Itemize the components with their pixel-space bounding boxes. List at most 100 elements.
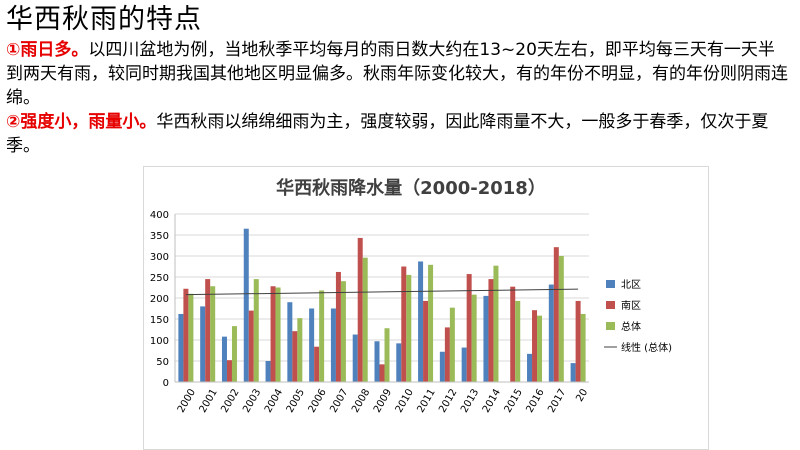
bar [309, 308, 315, 382]
bar [396, 343, 402, 382]
y-tick-label: 50 [156, 357, 169, 368]
bar [488, 279, 494, 382]
bar [362, 257, 368, 382]
bar [449, 307, 455, 382]
x-tick-label: 2006 [307, 387, 329, 415]
x-tick-label: 2004 [263, 387, 285, 415]
x-tick-label: 2011 [415, 387, 437, 415]
trendline [185, 288, 579, 296]
bar [510, 286, 516, 382]
axes: 0 50 100 150 200 250 300 350 400 2000 2001 2002 2003… [150, 210, 590, 415]
bar [537, 315, 543, 382]
bar [270, 286, 276, 382]
bar [483, 295, 489, 382]
x-tick-label: 2008 [350, 387, 372, 415]
x-tick-label: 2000 [176, 387, 198, 415]
bar [406, 274, 412, 382]
bar [243, 228, 249, 382]
y-tick-label: 300 [150, 252, 169, 263]
bar [401, 266, 407, 382]
slide-title: 华西秋雨的特点 [6, 4, 202, 35]
legend-swatch [606, 322, 615, 330]
bar [297, 318, 303, 382]
point-2-heading: ②强度小，雨量小。 [6, 112, 157, 132]
bar [335, 271, 341, 382]
x-tick-label: 2015 [503, 387, 525, 415]
x-tick-label: 2016 [524, 387, 546, 415]
bar [532, 310, 538, 382]
bar [580, 313, 586, 382]
bar [330, 308, 336, 382]
y-tick-label: 0 [163, 378, 169, 389]
y-tick-label: 200 [150, 294, 169, 305]
bar [340, 281, 346, 382]
bar [558, 256, 564, 382]
bar [493, 265, 499, 382]
legend-swatch [606, 280, 615, 288]
point-1-heading: ①雨日多。 [6, 40, 89, 60]
chart-title: 华西秋雨降水量（2000-2018） [276, 177, 546, 199]
bar [183, 288, 189, 382]
legend-swatch [606, 301, 615, 309]
y-tick-label: 150 [150, 315, 169, 326]
bar [461, 347, 467, 382]
bar [570, 363, 576, 382]
x-tick-label: 2014 [481, 387, 503, 415]
bar [265, 361, 271, 382]
bar [439, 351, 445, 382]
bar [553, 247, 559, 382]
point-2-paragraph: ②强度小，雨量小。华西秋雨以绵绵细雨为主，强度较弱，因此降雨量不大，一般多于春季… [6, 110, 790, 158]
x-tick-label: 2010 [394, 387, 416, 415]
x-tick-label: 2009 [372, 387, 394, 415]
legend-label: 北区 [621, 279, 641, 291]
bar [515, 300, 521, 382]
x-tick-label: 20 [574, 387, 590, 404]
bar [357, 237, 363, 382]
bar [253, 279, 259, 382]
x-tick-label: 2005 [285, 387, 307, 415]
bar [292, 331, 298, 382]
x-tick-label: 2017 [546, 387, 568, 415]
point-2-body: 华西秋雨以绵绵细雨为主，强度较弱，因此降雨量不大，一般多于春季，仅次于夏季。 [6, 112, 769, 156]
bar [548, 284, 554, 382]
point-1-paragraph: ①雨日多。以四川盆地为例，当地秋季平均每月的雨日数大约在13~20天左右，即平均… [6, 38, 790, 110]
bar [314, 346, 320, 382]
bar [248, 310, 254, 382]
bar [444, 327, 450, 382]
trendline-line [185, 288, 579, 296]
y-tick-label: 350 [150, 231, 169, 242]
y-tick-label: 400 [150, 210, 169, 221]
bar [210, 286, 216, 382]
legend-label: 线性 (总体) [621, 341, 672, 354]
x-tick-label: 2002 [219, 387, 241, 415]
x-tick-label: 2003 [241, 387, 263, 415]
x-tick-label: 2007 [328, 387, 350, 415]
point-1-body: 以四川盆地为例，当地秋季平均每月的雨日数大约在13~20天左右，即平均每三天有一… [6, 40, 788, 108]
x-tick-label: 2013 [459, 387, 481, 415]
y-tick-label: 250 [150, 273, 169, 284]
bar [287, 302, 293, 382]
bar [231, 326, 237, 382]
bar [428, 264, 434, 382]
gridlines [175, 213, 589, 383]
bar [423, 300, 429, 382]
bar [178, 313, 184, 382]
precipitation-chart: 华西秋雨降水量（2000-2018） 0 50 100 150 200 250 300 350… [150, 177, 672, 415]
bar [527, 353, 533, 382]
bar [352, 334, 358, 382]
bar [466, 274, 472, 382]
bar [418, 261, 424, 382]
bar [471, 294, 477, 382]
legend-label: 总体 [621, 320, 641, 333]
bar [221, 336, 227, 382]
bar [575, 300, 581, 382]
bar [379, 364, 385, 382]
legend-label: 南区 [621, 299, 641, 312]
bar [384, 328, 390, 382]
bar [205, 279, 211, 382]
bar [374, 341, 380, 382]
bar [319, 290, 325, 382]
bar [226, 360, 232, 382]
bar [275, 287, 281, 382]
